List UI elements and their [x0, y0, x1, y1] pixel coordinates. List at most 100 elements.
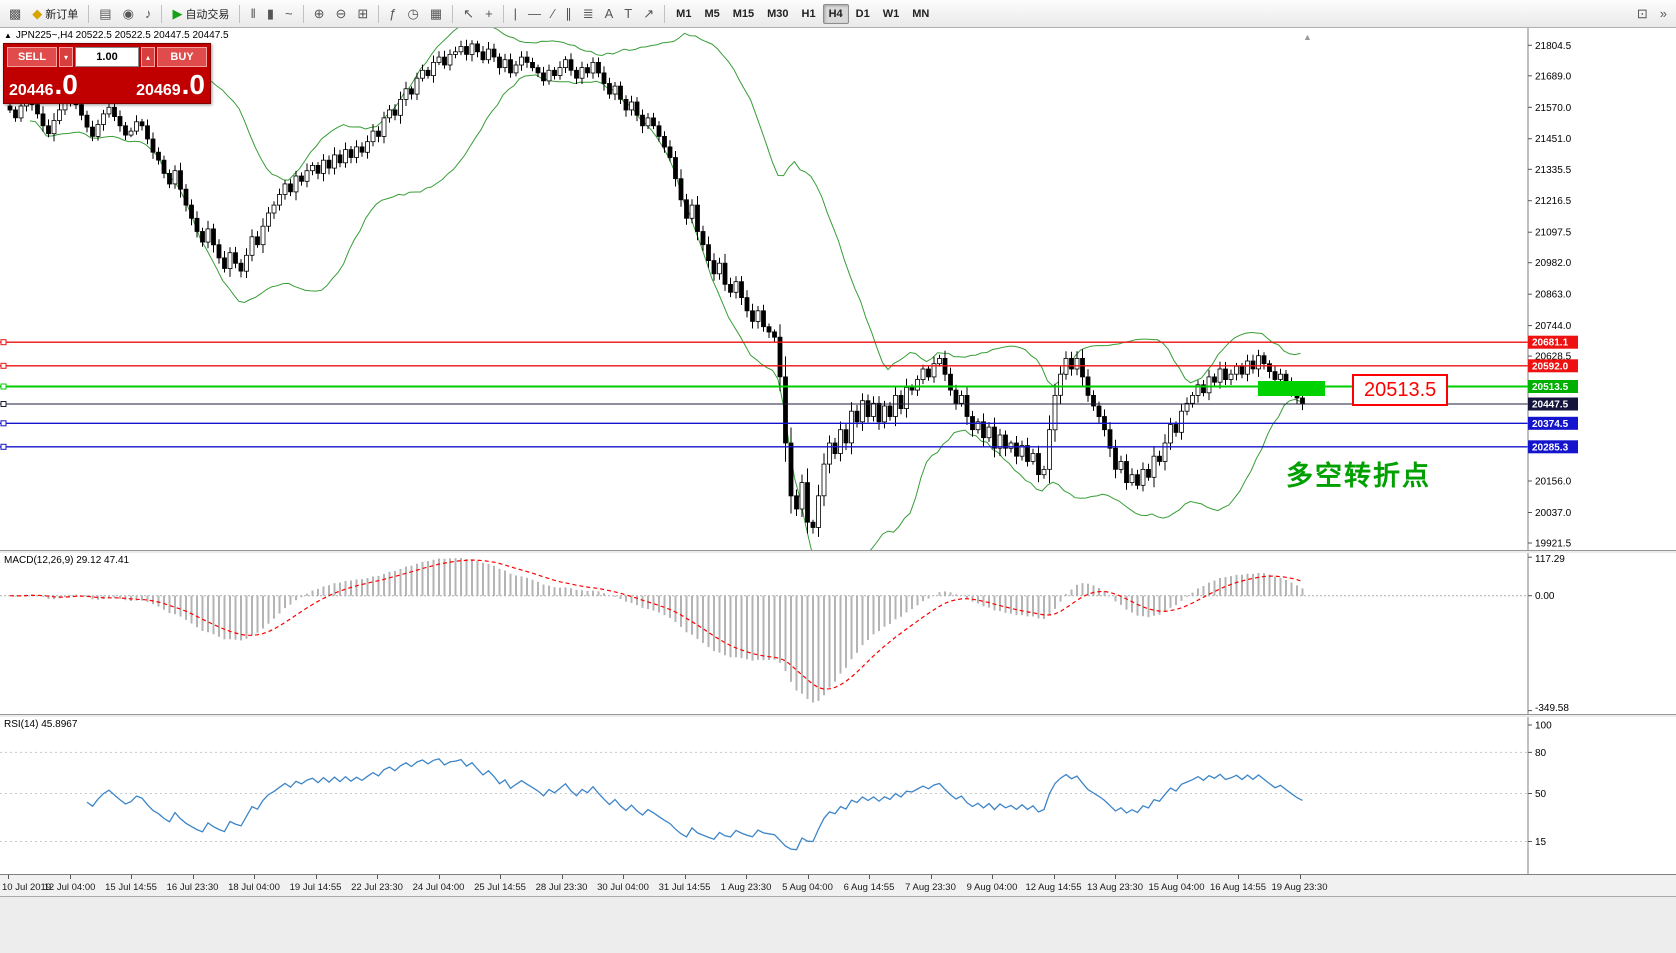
time-label: 12 Jul 04:00 [43, 882, 96, 893]
volume-down-button[interactable]: ▾ [59, 47, 73, 67]
highlight-rectangle[interactable] [1258, 381, 1325, 396]
buy-button[interactable]: BUY [157, 47, 207, 67]
sell-button[interactable]: SELL [7, 47, 57, 67]
scroll-marker[interactable]: ▲ [1303, 32, 1312, 42]
volume-up-button[interactable]: ▴ [141, 47, 155, 67]
zoom-in[interactable]: ⊕ [309, 3, 330, 25]
periods[interactable]: ◷ [403, 3, 424, 25]
chart-collapse-icon[interactable]: ▲ [4, 31, 12, 40]
svg-text:20037.0: 20037.0 [1535, 508, 1572, 519]
timeframe-h4[interactable]: H4 [822, 3, 849, 24]
new-order-button[interactable]: ◆ 新订单 [27, 3, 83, 25]
timeframe-m1-label: M1 [676, 7, 692, 20]
timeframe-w1[interactable]: W1 [877, 4, 906, 24]
sell-price-main: 20446 [9, 82, 54, 99]
window-list[interactable]: ⊡ [1632, 3, 1653, 25]
trendline[interactable]: ∕ [547, 3, 559, 25]
timeframe-m5[interactable]: M5 [698, 4, 725, 24]
crosshair[interactable]: + [480, 3, 498, 25]
timeframe-m5-label: M5 [704, 7, 720, 20]
svg-text:21689.0: 21689.0 [1535, 71, 1572, 82]
buy-price[interactable]: 20469 .0 [136, 71, 205, 99]
resistance-line-1[interactable] [0, 339, 1528, 346]
time-tick [1299, 875, 1301, 879]
symbols[interactable]: ▤ [94, 3, 116, 25]
timeframe-m15[interactable]: M15 [727, 4, 760, 24]
line-chart[interactable]: ~ [280, 3, 298, 25]
text-tool[interactable]: A [600, 3, 619, 25]
svg-text:20628.5: 20628.5 [1535, 352, 1572, 363]
time-label: 19 Jul 14:55 [289, 882, 342, 893]
timeframe-mn[interactable]: MN [906, 4, 935, 24]
periods-icon: ◷ [407, 6, 419, 21]
time-tick [746, 875, 747, 879]
resistance-line-2-tag: 20592.0 [1528, 359, 1578, 373]
autotrading-button-label: 自动交易 [185, 8, 230, 21]
rsi-panel: 100 80 50 15 RSI(14) 45.8967 [0, 717, 1676, 874]
more-tools[interactable]: » [1655, 3, 1672, 25]
price-axis[interactable]: 21804.5 21689.0 21570.0 21451.0 21335.5 21216… [1527, 28, 1676, 550]
price-callout-label[interactable]: 20513.5 [1352, 374, 1449, 406]
toolbar-group: ‖ ▮ ~ [245, 3, 297, 25]
tile-windows[interactable]: ⊞ [352, 3, 373, 25]
fibonacci[interactable]: ≣ [578, 3, 599, 25]
indicators-icon: ƒ [389, 6, 397, 21]
time-axis[interactable]: 10 Jul 2019 12 Jul 04:00 15 Jul 14:55 16 Ju… [0, 874, 1676, 896]
time-label: 15 Aug 04:00 [1148, 882, 1205, 893]
label-tool-icon: T [624, 6, 633, 21]
current-price-line-tag: 20447.5 [1528, 397, 1578, 411]
time-tick [930, 875, 932, 879]
toolbar-separator [664, 4, 666, 23]
macd-chart[interactable]: 117.29 0.00 -349.58 [0, 553, 1676, 714]
time-label: 25 Jul 14:55 [474, 882, 526, 893]
current-price-line[interactable] [0, 401, 1528, 407]
panel-splitter[interactable] [0, 550, 1676, 553]
new-chart-icon: ▩ [9, 6, 22, 21]
candlestick-chart[interactable]: ▮ [262, 3, 279, 25]
resistance-line-2[interactable] [0, 362, 1528, 369]
note-text[interactable]: 多空转折点 [1286, 461, 1431, 491]
label-tool[interactable]: T [619, 3, 637, 25]
time-label: 7 Aug 23:30 [905, 882, 956, 893]
autotrading-button[interactable]: ▶ 自动交易 [167, 3, 234, 25]
channel[interactable]: ∥ [560, 3, 577, 25]
price-chart[interactable]: ▲ 21804.5 21689.0 21570.0 21451.0 21335.5 2121… [0, 28, 1676, 550]
rsi-chart[interactable]: 100 80 50 15 [0, 717, 1676, 874]
svg-text:20863.0: 20863.0 [1535, 290, 1572, 301]
cursor[interactable]: ↖ [458, 3, 479, 25]
svg-text:20285.3: 20285.3 [1532, 442, 1569, 453]
support-line-2[interactable] [0, 443, 1528, 450]
timeframe-m1[interactable]: M1 [670, 4, 697, 24]
indicators[interactable]: ƒ [384, 3, 401, 25]
timeframe-d1[interactable]: D1 [850, 4, 876, 24]
support-line-1[interactable] [0, 420, 1528, 427]
timeframe-m30[interactable]: M30 [761, 4, 794, 24]
templates[interactable]: ▦ [425, 3, 447, 25]
bar-chart[interactable]: ‖ [245, 3, 260, 25]
zoom-out[interactable]: ⊖ [330, 3, 351, 25]
time-tick [254, 875, 255, 879]
panel-splitter[interactable] [0, 714, 1676, 717]
profile[interactable]: ◉ [118, 3, 139, 25]
horizontal-line[interactable]: — [523, 3, 546, 25]
macd-histogram [14, 558, 1304, 703]
svg-text:20744.0: 20744.0 [1535, 321, 1572, 332]
timeframe-h1[interactable]: H1 [796, 4, 822, 24]
volume-input[interactable] [75, 47, 139, 67]
time-label: 13 Aug 23:30 [1087, 882, 1143, 893]
trendline-icon: ∕ [552, 6, 555, 21]
sell-price[interactable]: 20446 .0 [9, 71, 78, 99]
toolbar-separator [88, 4, 90, 23]
new-chart[interactable]: ▩ [4, 3, 26, 25]
time-tick [1238, 875, 1239, 879]
time-tick [807, 875, 809, 879]
svg-text:20374.5: 20374.5 [1532, 419, 1569, 430]
svg-text:20681.1: 20681.1 [1532, 338, 1569, 349]
arrow-tool[interactable]: ↗ [638, 3, 659, 25]
new-order-button-label: 新订单 [45, 8, 79, 21]
alerts[interactable]: ♪ [140, 3, 157, 25]
vertical-line[interactable]: | [509, 3, 522, 25]
svg-text:20982.0: 20982.0 [1535, 258, 1572, 269]
toolbar-group: ƒ ◷ ▦ [384, 3, 447, 25]
time-label: 16 Aug 14:55 [1210, 882, 1266, 893]
